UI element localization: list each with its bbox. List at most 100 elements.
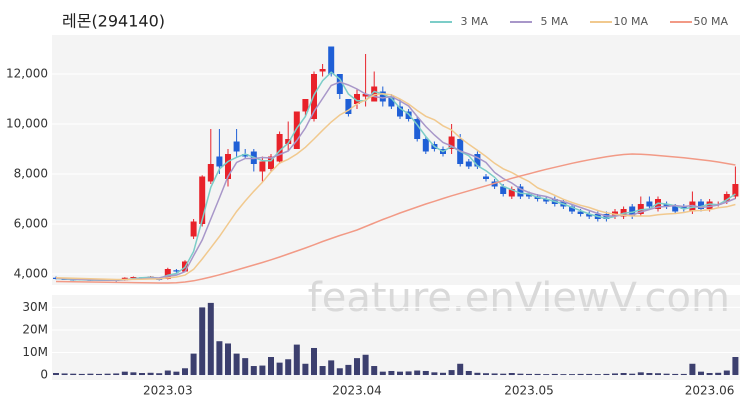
legend-label: 5 MA	[540, 15, 568, 28]
ma-line	[55, 93, 736, 281]
candle-body	[345, 99, 352, 114]
volume-bar	[491, 373, 498, 376]
volume-bar	[397, 371, 403, 376]
candle-body	[336, 74, 343, 94]
candle-body	[405, 111, 412, 119]
candle-body	[319, 69, 326, 72]
candle-body	[379, 91, 386, 102]
volume-bar	[440, 372, 446, 376]
volume-bar	[586, 373, 593, 376]
candle-body	[130, 277, 137, 278]
volume-bar	[448, 370, 455, 376]
volume-bar	[354, 358, 360, 376]
volume-bar	[242, 358, 249, 376]
volume-bar	[173, 371, 180, 376]
candle-body	[225, 154, 231, 179]
volume-bar	[311, 347, 317, 376]
candle-body	[474, 154, 481, 167]
volume-bar	[164, 370, 171, 376]
volume-bar	[723, 370, 730, 376]
candle-body	[508, 189, 515, 197]
volume-bar	[534, 373, 541, 376]
candle-body	[242, 154, 249, 157]
candle-body	[732, 184, 739, 197]
volume-bar	[629, 373, 636, 376]
volume-bar	[113, 373, 120, 376]
candle-body	[517, 186, 524, 197]
candle-body	[577, 211, 584, 214]
candle-body	[663, 204, 670, 207]
y-tick-label: 12,000	[6, 67, 48, 81]
candle-body	[302, 99, 309, 112]
candle-body	[465, 161, 472, 167]
volume-bar	[577, 373, 584, 376]
candle-body	[285, 139, 292, 144]
volume-bar	[620, 373, 627, 376]
volume-bar	[474, 372, 481, 376]
volume-bar	[603, 373, 610, 376]
ma-line	[55, 153, 736, 284]
candle-body	[706, 201, 713, 209]
volume-bar	[569, 374, 575, 376]
volume-bar	[646, 373, 653, 376]
y-tick-label: 8,000	[14, 167, 48, 181]
candle-body	[354, 94, 360, 104]
candle-body	[233, 141, 240, 152]
volume-bar	[379, 371, 386, 376]
candle-body	[207, 164, 214, 182]
volume-bar	[706, 373, 713, 376]
volume-bar	[276, 362, 283, 376]
y-tick-label: 30M	[22, 300, 48, 314]
volume-bar	[53, 373, 59, 376]
x-tick-label: 2023.05	[504, 384, 554, 398]
candle-body	[397, 106, 403, 117]
volume-bar	[96, 373, 102, 376]
candle-body	[293, 111, 300, 149]
candle-body	[173, 270, 180, 272]
candle-body	[414, 119, 421, 139]
legend: 3 MA 5 MA 10 MA 50 MA	[430, 15, 728, 28]
volume-bar	[207, 302, 214, 376]
candle-body	[422, 139, 429, 152]
volume-bar	[182, 368, 188, 376]
volume-bar	[285, 359, 292, 376]
volume-bar	[551, 373, 558, 376]
volume-bar	[293, 344, 300, 376]
y-tick-label: 6,000	[14, 217, 48, 231]
volume-bar	[655, 373, 661, 376]
volume-bar	[121, 371, 128, 376]
volume-bar	[543, 374, 550, 376]
volume-bar	[250, 366, 257, 376]
volume-bar	[233, 353, 240, 376]
volume-bar	[594, 374, 601, 376]
candle-body	[362, 94, 369, 97]
volume-bar	[680, 373, 687, 376]
legend-label: 50 MA	[693, 15, 728, 28]
candle-body	[646, 201, 653, 207]
volume-bar	[61, 373, 68, 376]
y-tick-label: 10,000	[6, 117, 48, 131]
watermark: feature.enViewV.com	[308, 275, 730, 321]
candle-body	[723, 194, 730, 202]
legend-label: 10 MA	[613, 15, 648, 28]
volume-bar	[517, 373, 524, 376]
volume-bar	[560, 374, 567, 376]
volume-bar	[216, 341, 223, 376]
candle-body	[199, 176, 206, 224]
y-tick-label: 20M	[22, 322, 48, 336]
volume-bar	[156, 373, 163, 376]
volume-bar	[483, 373, 489, 376]
volume-bar	[663, 373, 670, 376]
volume-bar	[328, 360, 335, 376]
candle-body	[689, 201, 696, 212]
volume-bar	[508, 373, 515, 376]
candle-body	[164, 269, 171, 279]
ma-line	[55, 71, 736, 282]
volume-bar	[689, 363, 696, 376]
volume-bar	[431, 372, 438, 376]
price-panel	[52, 35, 740, 285]
volume-bar	[500, 373, 507, 376]
candle-body	[698, 201, 704, 209]
candle-body	[448, 136, 455, 149]
